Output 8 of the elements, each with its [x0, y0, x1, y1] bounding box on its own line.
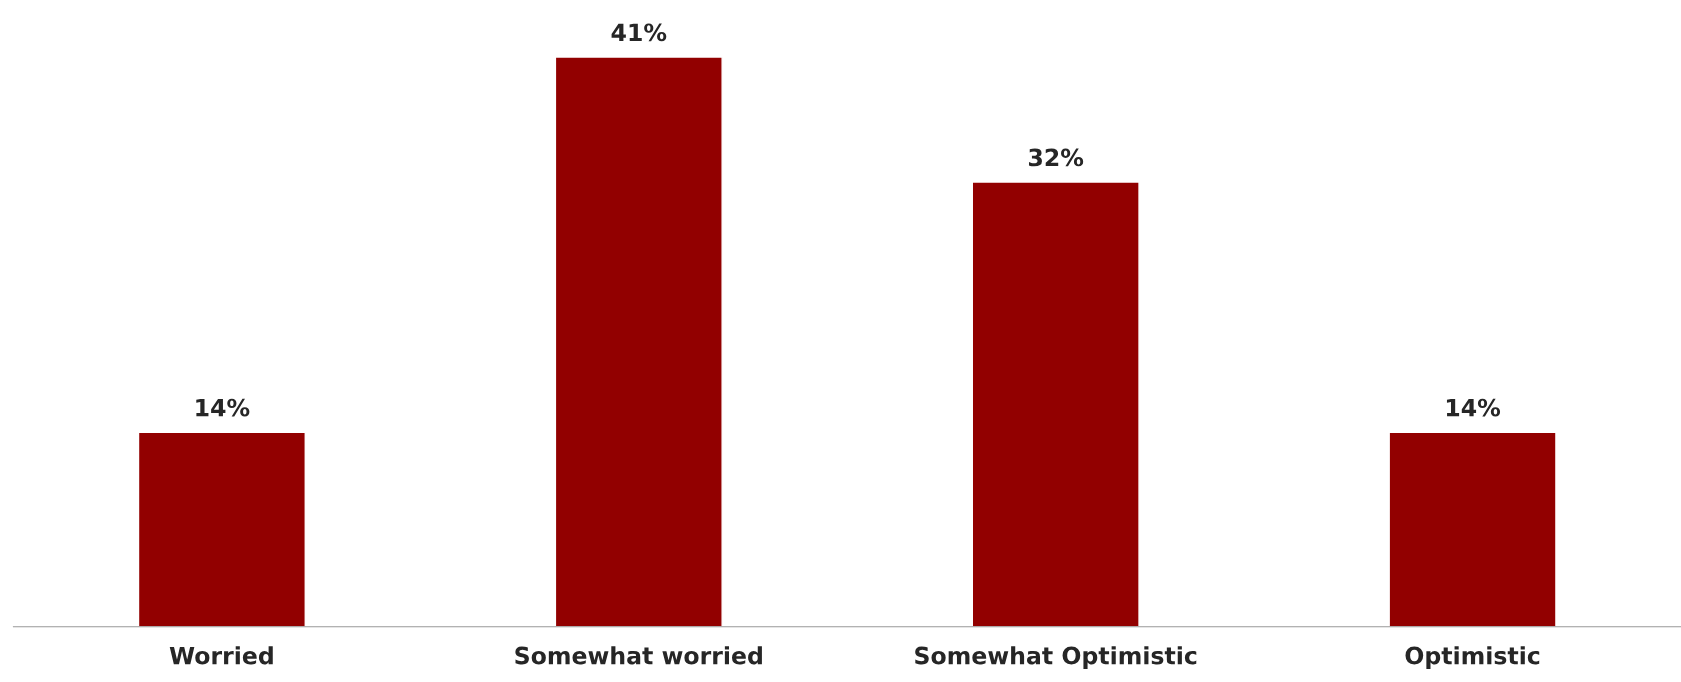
x-tick-label: Somewhat worried [515, 646, 762, 665]
x-tick-label: Somewhat Optimistic [915, 646, 1197, 670]
data-label: 14% [1446, 398, 1501, 417]
data-label: 41% [611, 23, 667, 42]
data-label: 14% [196, 398, 250, 417]
x-tick-label: Worried [169, 646, 273, 665]
x-tick-label: Optimistic [1405, 646, 1540, 670]
data-label: 32% [1028, 148, 1084, 167]
